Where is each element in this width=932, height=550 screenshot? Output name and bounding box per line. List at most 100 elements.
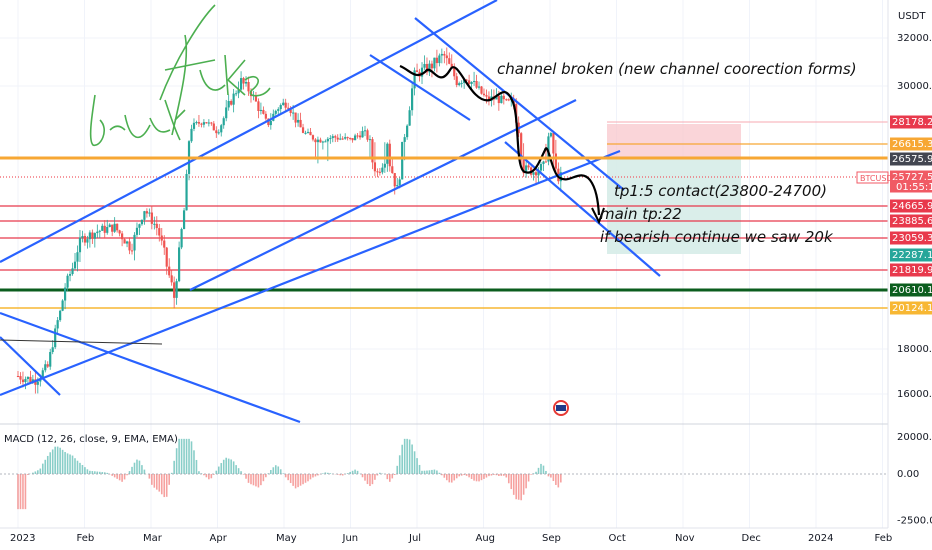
macd-bar <box>498 474 500 476</box>
macd-bar <box>475 474 478 482</box>
candle-body <box>242 78 245 84</box>
candle-body <box>140 219 144 225</box>
macd-bar <box>453 474 456 481</box>
price-level-badge[interactable] <box>890 214 932 228</box>
macd-bar <box>428 470 431 474</box>
macd-bar <box>94 471 96 474</box>
macd-bar <box>32 472 34 474</box>
main-tp-note[interactable]: main tp:22 <box>600 205 682 223</box>
macd-bar <box>542 465 545 474</box>
price-level-value: 24665.99 <box>892 201 932 212</box>
price-level-badge[interactable] <box>890 283 932 297</box>
macd-bar <box>37 470 39 474</box>
candle-body <box>73 261 77 269</box>
macd-bar <box>327 472 329 474</box>
bearish-note[interactable]: if bearish continue we saw 20k <box>600 228 834 246</box>
macd-label[interactable]: MACD (12, 26, close, 9, EMA, EMA) <box>4 434 178 445</box>
candle-body <box>376 171 379 173</box>
candle-body <box>292 112 295 114</box>
candle-body <box>279 105 282 110</box>
price-level-badge[interactable] <box>890 199 932 213</box>
channel-broken-note[interactable]: channel broken (new channel coorection f… <box>497 60 857 78</box>
descending-channel-lower <box>504 141 661 277</box>
macd-bar <box>208 474 210 480</box>
candle-body <box>525 165 528 174</box>
macd-bar <box>156 474 158 490</box>
stop-loss-zone[interactable] <box>607 124 741 159</box>
macd-bar <box>22 474 24 510</box>
candle-body <box>98 230 101 232</box>
price-level-value: 20124.12 <box>892 303 932 314</box>
macd-bar <box>398 455 401 474</box>
macd-bar <box>289 474 292 484</box>
macd-bar <box>274 465 277 474</box>
candle-body <box>135 227 139 235</box>
macd-bar <box>483 474 485 479</box>
price-level-badge[interactable] <box>890 301 932 315</box>
price-level-badge[interactable] <box>890 170 932 193</box>
macd-bar <box>242 474 245 475</box>
macd-bar <box>56 446 59 474</box>
macd-bar <box>374 474 376 480</box>
candle-body <box>128 241 131 251</box>
candle-body <box>321 141 324 143</box>
candle-body <box>324 141 327 143</box>
candle-body <box>539 164 543 171</box>
candle-body <box>232 93 235 105</box>
candle-body <box>485 95 488 97</box>
macd-bar <box>76 460 79 474</box>
candle-body <box>49 352 52 367</box>
macd-tick-label: 20000.00 <box>897 432 932 443</box>
price-level-badge[interactable] <box>890 115 932 129</box>
macd-bar <box>270 470 272 474</box>
candle-body <box>63 287 67 301</box>
candle-body <box>455 76 458 86</box>
candle-body <box>475 80 478 88</box>
candle-body <box>210 122 213 124</box>
macd-bar <box>41 463 44 474</box>
candle-body <box>304 132 307 134</box>
macd-bar <box>106 472 109 474</box>
candle-body <box>262 109 265 114</box>
price-level-badge[interactable] <box>890 152 932 166</box>
macd-bar <box>560 474 562 483</box>
tp1-note[interactable]: tp1:5 contact(23800-24700) <box>614 182 827 200</box>
candle-body <box>532 172 535 175</box>
macd-bar <box>309 474 312 480</box>
price-level-badge[interactable] <box>890 248 932 262</box>
event-icon[interactable] <box>553 400 569 416</box>
price-level-badge[interactable] <box>890 231 932 245</box>
candle-body <box>329 138 332 140</box>
candle-body <box>244 81 248 84</box>
candle-body <box>403 137 406 142</box>
candle-body <box>339 138 342 140</box>
candle-body <box>101 225 104 231</box>
price-level-badge[interactable] <box>890 263 932 277</box>
candle-body <box>381 167 384 173</box>
macd-bar <box>547 474 550 477</box>
macd-bar <box>143 469 146 474</box>
projection-path[interactable] <box>399 64 601 216</box>
candle-body <box>113 223 116 232</box>
macd-bar <box>262 474 265 482</box>
candle-body <box>433 57 436 69</box>
candle-body <box>220 125 223 133</box>
macd-bar <box>279 469 282 474</box>
candle-body <box>386 143 389 164</box>
macd-bar <box>512 474 515 495</box>
candle-body <box>554 153 557 169</box>
channel-lines[interactable] <box>0 0 661 424</box>
candle-body <box>123 239 126 244</box>
macd-bar <box>160 474 163 495</box>
candle-body <box>287 107 290 109</box>
macd-bar <box>175 448 178 474</box>
candle-body <box>21 379 25 383</box>
candle-body <box>56 320 59 329</box>
handwritten-fake-break <box>89 4 271 146</box>
symbol-badge[interactable] <box>856 171 889 184</box>
price-level-badge[interactable] <box>890 137 932 151</box>
candle-body <box>413 70 416 89</box>
descending-channel-top <box>369 54 471 121</box>
macd-bar <box>438 472 441 474</box>
